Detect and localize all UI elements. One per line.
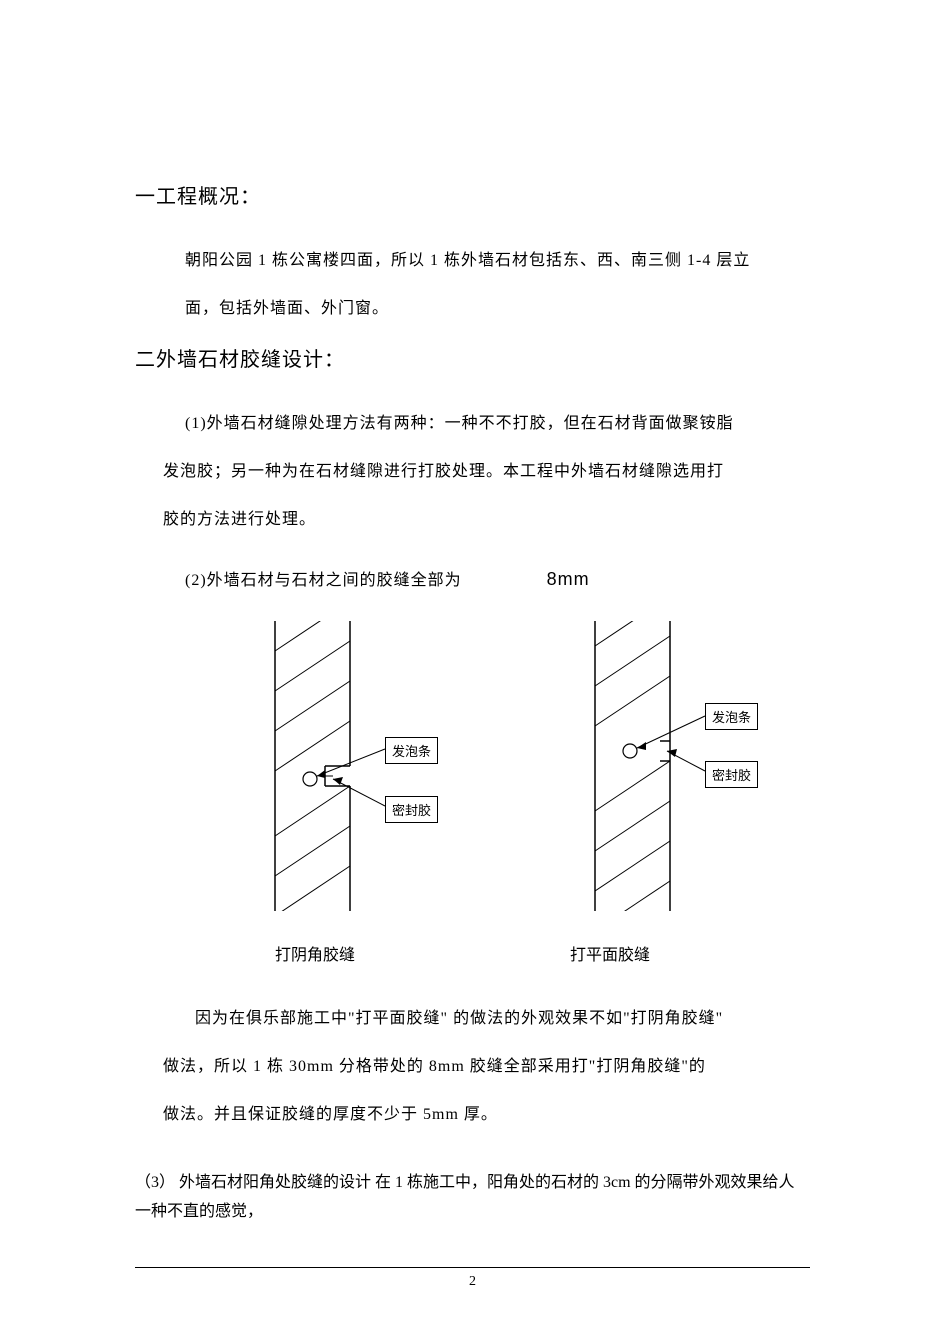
label-foam-right: 发泡条 [705, 703, 758, 730]
item2-p2-l3: 做法。并且保证胶缝的厚度不少于 5mm 厚。 [163, 1091, 810, 1139]
section2-item1-line1: (1)外墙石材缝隙处理方法有两种：一种不不打胶，但在石材背面做聚铵脂 [185, 400, 810, 448]
item2-p2-l1: 因为在俱乐部施工中"打平面胶缝" 的做法的外观效果不如"打阴角胶缝" [195, 995, 810, 1043]
page-footer: 2 [135, 1267, 810, 1290]
section2-item1-line2: 发泡胶；另一种为在石材缝隙进行打胶处理。本工程中外墙石材缝隙选用打 [163, 448, 810, 496]
section2-item2-line1: (2)外墙石材与石材之间的胶缝全部为 8mm [185, 552, 810, 606]
label-sealant-right: 密封胶 [705, 761, 758, 788]
section1-line1: 朝阳公园 1 栋公寓楼四面，所以 1 栋外墙石材包括东、西、南三侧 1-4 层立 [185, 237, 810, 285]
item3-text: （3） 外墙石材阳角处胶缝的设计 在 1 栋施工中，阳角处的石材的 3cm 的分… [135, 1169, 810, 1227]
section1-title: 一工程概况： [135, 180, 810, 209]
page-number: 2 [469, 1274, 476, 1289]
section1-line2: 面，包括外墙面、外门窗。 [185, 285, 810, 333]
caption-right: 打平面胶缝 [570, 941, 650, 965]
item2-l1b-text: 8mm [547, 569, 590, 589]
caption-row: 打阴角胶缝 打平面胶缝 [275, 941, 810, 965]
section2-title: 二外墙石材胶缝设计： [135, 343, 810, 372]
item2-l1a-text: (2)外墙石材与石材之间的胶缝全部为 [185, 572, 462, 589]
label-sealant-left: 密封胶 [385, 796, 438, 823]
diagram-flat: 发泡条 密封胶 [575, 621, 795, 916]
section2-item1-line3: 胶的方法进行处理。 [163, 496, 810, 544]
diagram-concave: 发泡条 密封胶 [255, 621, 475, 916]
item2-p2-l2: 做法，所以 1 栋 30mm 分格带处的 8mm 胶缝全部采用打"打阴角胶缝"的 [163, 1043, 810, 1091]
label-foam-left: 发泡条 [385, 737, 438, 764]
diagram-row: 发泡条 密封胶 [255, 621, 810, 916]
caption-left: 打阴角胶缝 [275, 941, 355, 965]
